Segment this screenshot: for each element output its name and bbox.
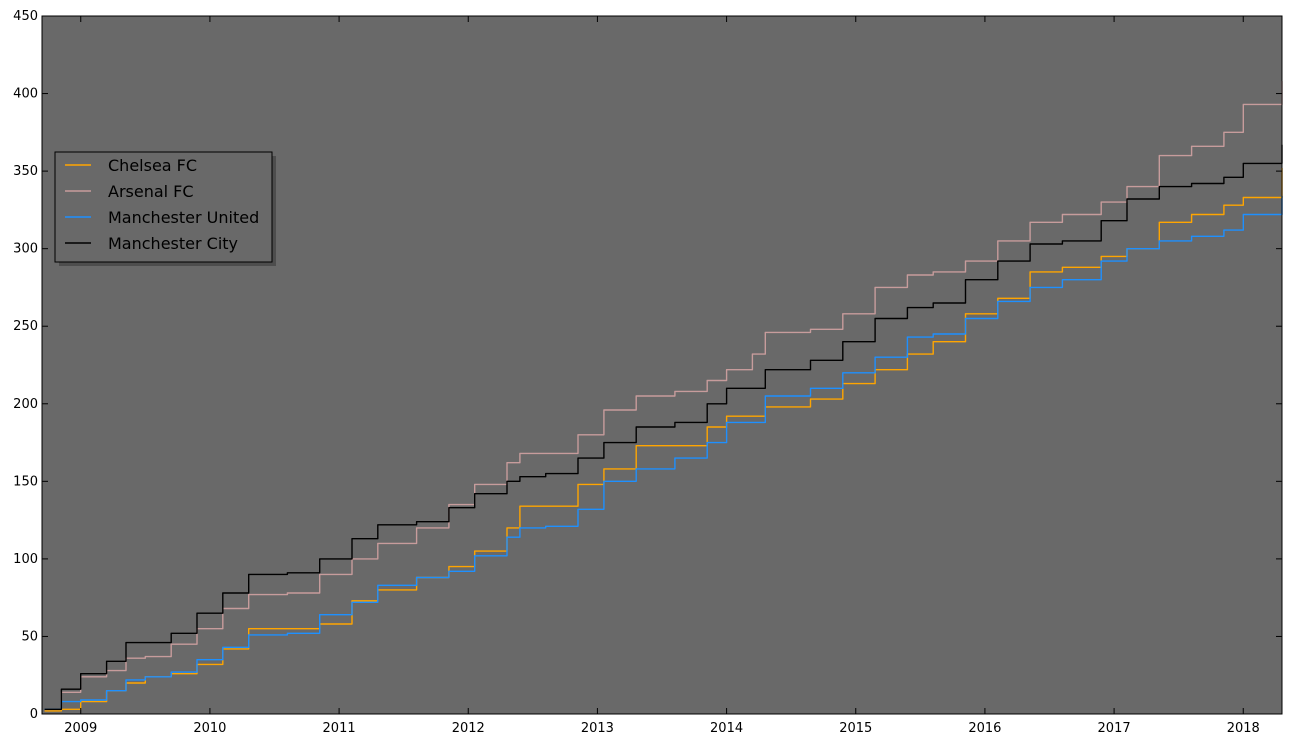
legend: Chelsea FC Arsenal FC Manchester United Man… — [54, 151, 276, 266]
x-tick-label: 2016 — [968, 721, 1001, 736]
axis-ticks: 2009 2010 2011 2012 2013 2014 2015 2016 2017 2018… — [13, 9, 1282, 736]
y-tick-label: 200 — [13, 397, 38, 412]
x-tick-label: 2012 — [452, 721, 485, 736]
y-tick-label: 0 — [30, 707, 38, 722]
y-tick-label: 300 — [13, 242, 38, 257]
x-tick-label: 2013 — [581, 721, 614, 736]
x-tick-label: 2011 — [323, 721, 356, 736]
y-tick-label: 100 — [13, 552, 38, 567]
x-tick-label: 2014 — [710, 721, 743, 736]
y-tick-label: 250 — [13, 319, 38, 334]
series-line-manchester-united — [44, 195, 1283, 710]
x-tick-label: 2017 — [1098, 721, 1131, 736]
plot-frame — [41, 15, 1283, 715]
x-tick-label: 2018 — [1227, 721, 1260, 736]
plot-area — [42, 16, 1282, 714]
legend-box — [54, 151, 273, 263]
x-tick-label: 2009 — [64, 721, 97, 736]
y-tick-label: 50 — [21, 629, 38, 644]
series-layer — [44, 81, 1283, 712]
x-tick-label: 2010 — [193, 721, 226, 736]
y-tick-label: 150 — [13, 474, 38, 489]
legend-label: Manchester United — [108, 208, 259, 227]
legend-label: Chelsea FC — [108, 156, 197, 175]
x-tick-label: 2015 — [839, 721, 872, 736]
y-tick-label: 400 — [13, 87, 38, 102]
y-tick-label: 450 — [13, 9, 38, 24]
legend-label: Arsenal FC — [108, 182, 194, 201]
y-tick-label: 350 — [13, 164, 38, 179]
series-line-manchester-city — [44, 144, 1283, 710]
series-line-arsenal-fc — [44, 81, 1283, 710]
legend-label: Manchester City — [108, 234, 238, 253]
